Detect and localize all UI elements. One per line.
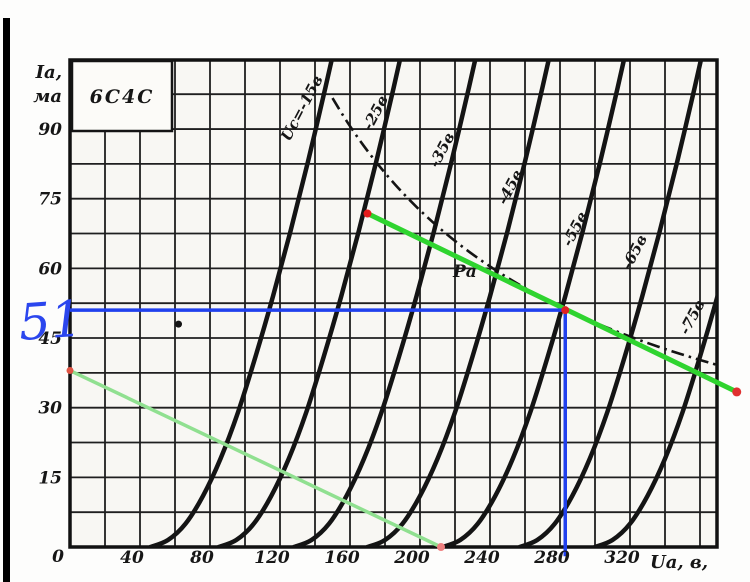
- x-tick-label-120: 120: [254, 548, 290, 568]
- tube-type-box-frame: [70, 59, 174, 133]
- anode-curve-uc--45: [365, 60, 552, 547]
- y-tick-label-15: 15: [38, 468, 62, 488]
- black-spec-dot: [175, 320, 182, 328]
- x-tick-label-40: 40: [120, 548, 144, 568]
- x-tick-label-80: 80: [189, 548, 214, 568]
- red-marker-dot-0: [363, 209, 372, 218]
- red-marker-dot-2: [732, 387, 742, 397]
- main-load-line: [365, 211, 740, 395]
- y-tick-label-75: 75: [38, 190, 62, 210]
- origin-tick-label: 0: [52, 547, 64, 567]
- x-tick-label-200: 200: [393, 548, 430, 568]
- x-tick-label-320: 320: [604, 548, 640, 568]
- x-tick-label-240: 240: [463, 548, 500, 568]
- tube-type-box: 6С4С: [70, 59, 174, 133]
- anode-curve-uc--75: [592, 289, 717, 547]
- red-marker-dot-3: [66, 367, 74, 375]
- tube-type-label: 6С4С: [90, 86, 155, 108]
- anode-curve-uc--35: [291, 60, 478, 547]
- anode-curve-uc--15: [148, 60, 335, 547]
- y-tick-label-60: 60: [38, 259, 62, 279]
- handwritten-current-value: 51: [17, 290, 85, 352]
- y-tick-label-30: 30: [38, 399, 62, 419]
- anode-curve-uc--25: [216, 60, 403, 547]
- anode-curve-uc--65: [517, 60, 704, 547]
- x-tick-label-160: 160: [324, 548, 360, 568]
- grid-layer: [68, 58, 719, 549]
- y-axis-title-line1: Iа,: [35, 62, 62, 83]
- x-tick-label-280: 280: [533, 548, 570, 568]
- red-marker-dot-1: [561, 306, 570, 315]
- curve-layer: [148, 60, 717, 547]
- max-power-hyperbola: [331, 97, 717, 367]
- anode-curve-uc--55: [440, 60, 627, 547]
- y-tick-label-90: 90: [38, 120, 62, 140]
- y-axis-title-line2: ма: [33, 86, 62, 107]
- x-axis-title: Uа, в,: [650, 552, 708, 573]
- scan-edge-bar: [3, 18, 10, 582]
- light-load-line: [68, 368, 443, 549]
- power-curve-label: Pа: [452, 262, 477, 282]
- red-marker-dot-4: [437, 543, 445, 551]
- y-tick-label-45: 45: [38, 329, 62, 349]
